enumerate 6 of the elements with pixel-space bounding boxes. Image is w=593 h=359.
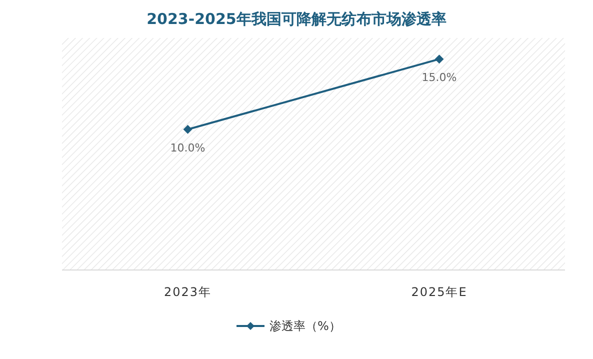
data-label: 15.0% bbox=[422, 71, 457, 84]
x-tick-label: 2025年E bbox=[411, 285, 468, 299]
data-label: 10.0% bbox=[170, 141, 206, 154]
x-tick-label: 2023年 bbox=[164, 285, 212, 299]
chart-title: 2023-2025年我国可降解无纺布市场渗透率 bbox=[146, 10, 446, 28]
legend-label: 渗透率（%） bbox=[270, 319, 341, 333]
